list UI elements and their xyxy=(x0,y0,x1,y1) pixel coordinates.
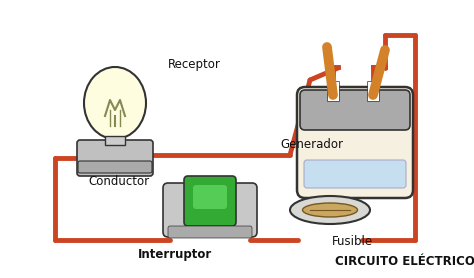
FancyBboxPatch shape xyxy=(168,226,252,238)
Text: CIRCUITO ELÉCTRICO: CIRCUITO ELÉCTRICO xyxy=(335,255,474,268)
FancyBboxPatch shape xyxy=(193,185,227,209)
Text: Interruptor: Interruptor xyxy=(138,248,212,261)
FancyBboxPatch shape xyxy=(163,183,257,237)
FancyBboxPatch shape xyxy=(184,176,236,226)
Text: Receptor: Receptor xyxy=(168,58,221,71)
Text: Generador: Generador xyxy=(280,138,343,151)
FancyBboxPatch shape xyxy=(297,87,413,198)
FancyBboxPatch shape xyxy=(300,90,410,130)
Ellipse shape xyxy=(290,196,370,224)
Ellipse shape xyxy=(84,67,146,139)
FancyBboxPatch shape xyxy=(78,161,152,173)
FancyBboxPatch shape xyxy=(77,140,153,176)
Text: Conductor: Conductor xyxy=(88,175,149,188)
Polygon shape xyxy=(105,136,125,145)
Ellipse shape xyxy=(302,203,357,217)
FancyBboxPatch shape xyxy=(304,160,406,188)
Text: Fusible: Fusible xyxy=(332,235,373,248)
